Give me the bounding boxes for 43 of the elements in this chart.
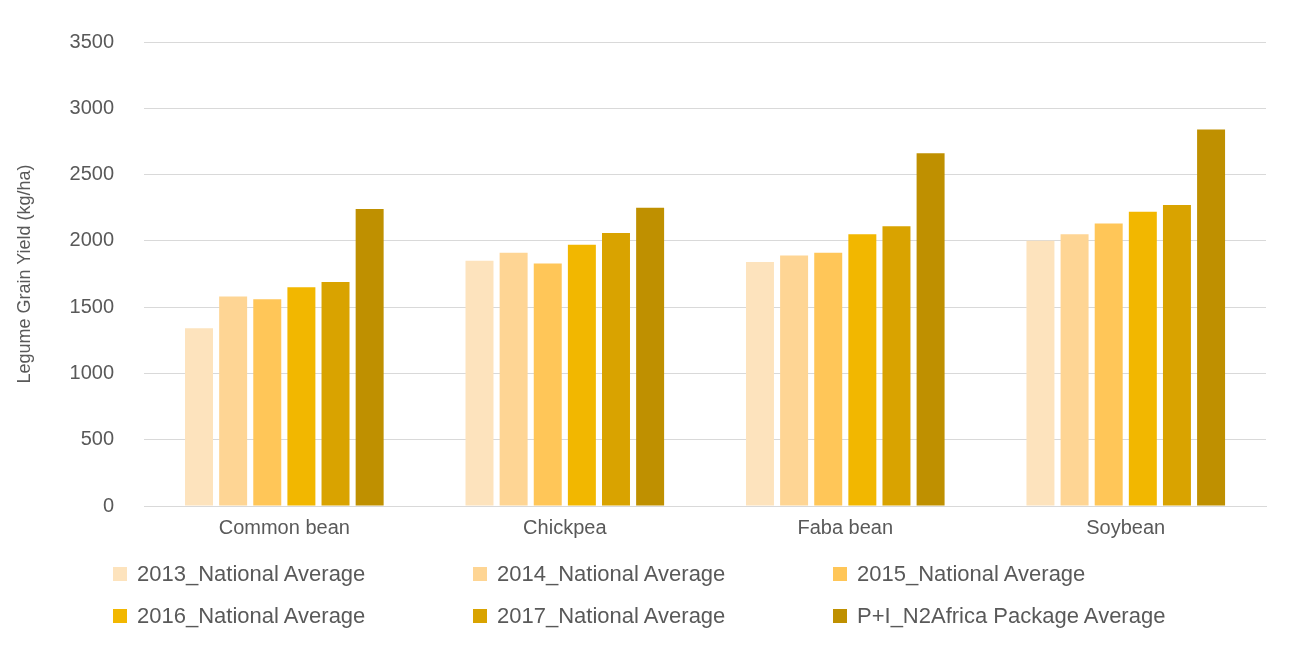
x-tick-label: Common bean — [218, 515, 350, 538]
y-tick-label: 1000 — [69, 360, 115, 383]
y-tick-label: 3000 — [69, 95, 115, 118]
bar — [1162, 205, 1191, 506]
bar — [780, 255, 809, 506]
bar — [814, 252, 843, 506]
y-tick-label: 0 — [102, 493, 115, 516]
bar — [848, 234, 877, 506]
bar — [185, 328, 214, 506]
bar — [636, 207, 665, 506]
bar — [533, 263, 562, 506]
bar — [355, 209, 384, 506]
bar — [567, 244, 596, 506]
bar — [602, 232, 630, 506]
bar — [1094, 223, 1123, 506]
bar — [219, 296, 248, 506]
bar — [465, 260, 494, 506]
legend-label: 2014_National Average — [497, 561, 726, 587]
legend-label: 2016_National Average — [137, 603, 366, 629]
x-tick-label: Faba bean — [797, 515, 894, 538]
bar — [499, 252, 528, 506]
y-tick-label: 2500 — [69, 162, 115, 185]
bar — [1197, 129, 1226, 506]
bar — [1060, 234, 1089, 506]
legend-label: 2017_National Average — [497, 603, 726, 629]
x-tick-label: Chickpea — [523, 515, 608, 538]
bar — [745, 262, 774, 506]
bar — [916, 153, 945, 506]
y-tick-label: 1500 — [69, 294, 115, 317]
bar — [1026, 240, 1055, 506]
bar — [253, 299, 282, 506]
legend-label: P+I_N2Africa Package Average — [857, 603, 1166, 629]
bar — [287, 287, 316, 506]
x-tick-label: Soybean — [1086, 515, 1166, 538]
y-tick-label: 500 — [80, 427, 115, 450]
legend-label: 2013_National Average — [137, 561, 366, 587]
bar — [1128, 211, 1157, 506]
y-tick-label: 3500 — [69, 29, 115, 52]
legend-label: 2015_National Average — [857, 561, 1086, 587]
bar — [321, 281, 350, 506]
y-tick-label: 2000 — [69, 228, 115, 251]
y-axis-title: Legume Grain Yield (kg/ha) — [13, 164, 34, 384]
bar — [882, 226, 911, 506]
